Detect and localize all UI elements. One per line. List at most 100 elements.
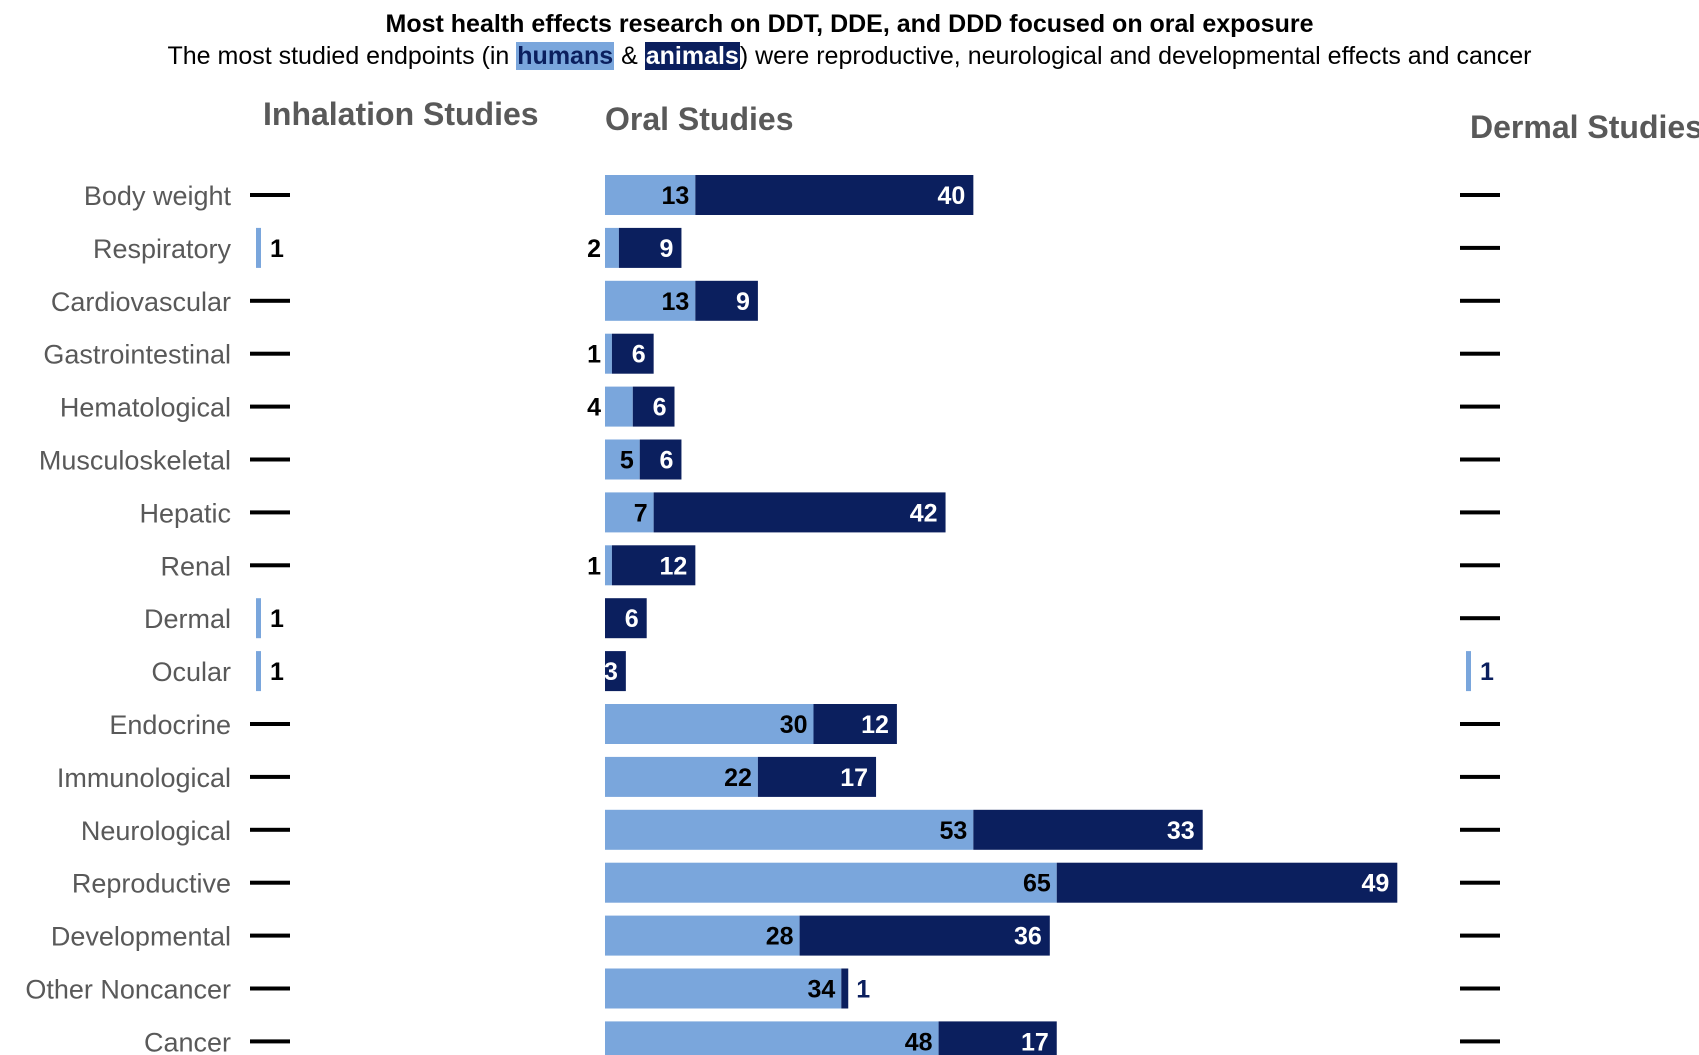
oral-animals-bar-ocular (605, 651, 626, 692)
chart-subtitle: The most studied endpoints (in humans & … (0, 40, 1699, 72)
inhalation-value-respiratory: 1 (270, 235, 284, 263)
dermal-panel: 1 (1460, 193, 1500, 1044)
oral-animals-value-gastrointestinal: 6 (632, 341, 646, 369)
dermal-dash-other-noncancer (1460, 986, 1500, 991)
category-label-cancer: Cancer (144, 1027, 231, 1055)
oral-humans-value-other-noncancer: 34 (807, 976, 835, 1004)
dermal-value-ocular: 1 (1480, 658, 1494, 686)
chart-title: Most health effects research on DDT, DDE… (385, 10, 1314, 38)
inhalation-dash-immunological (250, 774, 290, 779)
dermal-bar-ocular (1466, 651, 1471, 692)
panel-title-oral: Oral Studies (605, 101, 794, 137)
inhalation-dash-cancer (250, 1039, 290, 1044)
oral-humans-value-immunological: 22 (724, 764, 752, 792)
category-label-cardiovascular: Cardiovascular (51, 287, 231, 317)
oral-humans-bar-cancer (605, 1021, 939, 1055)
oral-animals-value-other-noncancer: 1 (856, 976, 870, 1004)
oral-humans-value-renal: 1 (587, 552, 601, 580)
oral-animals-value-neurological: 33 (1167, 817, 1195, 845)
oral-animals-bar-dermal (605, 598, 647, 639)
dermal-dash-cardiovascular (1460, 298, 1500, 303)
oral-animals-value-cardiovascular: 9 (736, 288, 750, 316)
oral-humans-bar-body-weight (605, 175, 696, 215)
oral-animals-bar-respiratory (618, 227, 682, 268)
oral-humans-value-body-weight: 13 (662, 182, 690, 210)
inhalation-dash-reproductive (250, 880, 290, 885)
inhalation-dash-developmental (250, 933, 290, 938)
oral-humans-bar-hematological (605, 386, 633, 427)
oral-humans-value-cardiovascular: 13 (662, 288, 690, 316)
oral-humans-bar-developmental (605, 915, 800, 956)
oral-animals-value-renal: 12 (660, 552, 688, 580)
oral-animals-bar-gastrointestinal (611, 333, 654, 374)
oral-humans-bar-gastrointestinal (605, 333, 612, 374)
oral-humans-bar-neurological (605, 809, 974, 850)
oral-humans-bar-respiratory (605, 227, 619, 268)
category-label-immunological: Immunological (57, 763, 231, 793)
category-label-respiratory: Respiratory (93, 234, 232, 264)
category-label-hematological: Hematological (60, 393, 231, 423)
category-label-hepatic: Hepatic (139, 498, 231, 528)
category-labels: Body weight Respiratory Cardiovascular Gast… (25, 181, 231, 1055)
inhalation-dash-hematological (250, 404, 290, 409)
oral-animals-value-dermal: 6 (625, 605, 639, 633)
oral-humans-bar-endocrine (605, 704, 814, 744)
category-label-developmental: Developmental (51, 922, 231, 952)
dermal-dash-developmental (1460, 933, 1500, 938)
category-label-endocrine: Endocrine (109, 710, 231, 740)
inhalation-panel: 1 1 1 (250, 193, 290, 1044)
dermal-dash-dermal (1460, 616, 1500, 621)
oral-humans-bar-cardiovascular (605, 280, 696, 321)
inhalation-dash-hepatic (250, 510, 290, 515)
category-label-ocular: Ocular (151, 657, 231, 687)
oral-animals-bar-neurological (973, 809, 1203, 850)
dermal-dash-musculoskeletal (1460, 457, 1500, 462)
oral-animals-bar-hematological (632, 386, 675, 427)
oral-animals-value-musculoskeletal: 6 (660, 447, 674, 475)
oral-animals-value-immunological: 17 (840, 764, 868, 792)
dermal-dash-respiratory (1460, 245, 1500, 250)
dermal-dash-cancer (1460, 1039, 1500, 1044)
inhalation-value-dermal: 1 (270, 605, 284, 633)
oral-humans-bar-hepatic (605, 492, 654, 533)
oral-humans-bar-musculoskeletal (605, 439, 640, 480)
category-label-musculoskeletal: Musculoskeletal (39, 446, 231, 476)
dermal-dash-immunological (1460, 774, 1500, 779)
panel-title-dermal: Dermal Studies (1470, 109, 1699, 145)
inhalation-dash-musculoskeletal (250, 457, 290, 462)
oral-humans-value-cancer: 48 (905, 1028, 933, 1055)
oral-animals-value-developmental: 36 (1014, 923, 1042, 951)
dermal-dash-hepatic (1460, 510, 1500, 515)
inhalation-dash-neurological (250, 827, 290, 832)
oral-animals-value-ocular: 3 (604, 658, 618, 686)
oral-animals-bar-other-noncancer (841, 968, 849, 1009)
subtitle-part1: The most studied endpoints (in (167, 42, 517, 70)
inhalation-dash-other-noncancer (250, 986, 290, 991)
category-label-gastrointestinal: Gastrointestinal (43, 340, 231, 370)
oral-humans-bar-immunological (605, 756, 758, 797)
oral-animals-value-cancer: 17 (1021, 1028, 1049, 1055)
category-label-body-weight: Body weight (84, 181, 232, 211)
inhalation-dash-endocrine (250, 722, 290, 726)
oral-animals-bar-reproductive (1056, 862, 1398, 903)
oral-animals-bar-immunological (757, 756, 877, 797)
oral-humans-value-hematological: 4 (587, 394, 601, 422)
oral-animals-bar-musculoskeletal (639, 439, 682, 480)
dermal-dash-neurological (1460, 827, 1500, 832)
oral-humans-value-gastrointestinal: 1 (587, 341, 601, 369)
chart-titles: Most health effects research on DDT, DDE… (0, 8, 1699, 72)
inhalation-bar-ocular (256, 651, 261, 692)
oral-animals-bar-cardiovascular (695, 280, 758, 321)
oral-humans-bar-reproductive (605, 862, 1057, 903)
oral-animals-value-endocrine: 12 (861, 711, 889, 739)
subtitle-amp: & (614, 42, 645, 70)
oral-humans-bar-renal (605, 545, 612, 586)
dermal-dash-gastrointestinal (1460, 351, 1500, 356)
oral-humans-value-developmental: 28 (766, 923, 794, 951)
inhalation-dash-cardiovascular (250, 298, 290, 303)
oral-animals-value-hematological: 6 (653, 394, 667, 422)
oral-humans-value-musculoskeletal: 5 (620, 447, 634, 475)
oral-humans-value-endocrine: 30 (780, 711, 808, 739)
oral-animals-value-body-weight: 40 (938, 182, 966, 210)
